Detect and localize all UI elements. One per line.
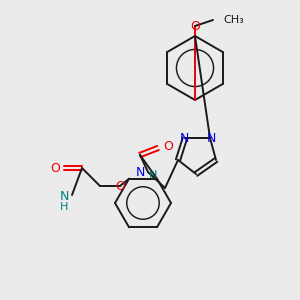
Text: H: H [60,202,68,212]
Text: O: O [115,179,125,193]
Text: O: O [50,161,60,175]
Text: H: H [149,170,157,180]
Text: N: N [179,131,189,145]
Text: CH₃: CH₃ [223,15,244,25]
Text: N: N [136,166,145,178]
Text: O: O [190,20,200,32]
Text: O: O [163,140,173,152]
Text: N: N [206,131,216,145]
Text: N: N [59,190,69,203]
